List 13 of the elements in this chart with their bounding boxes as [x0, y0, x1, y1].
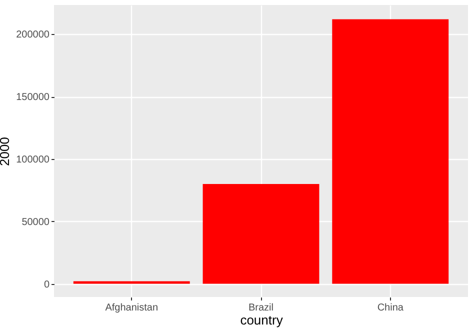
y-tick-label: 150000 [16, 92, 50, 104]
bar [202, 184, 320, 284]
y-tick-label: 50000 [22, 216, 50, 228]
x-tick-label: Afghanistan [105, 302, 158, 314]
y-tick-label: 100000 [16, 154, 50, 166]
y-tick-label: 0 [44, 279, 50, 290]
y-tick-label: 200000 [16, 30, 50, 41]
bar [73, 281, 190, 284]
x-tick-label: Brazil [248, 302, 274, 314]
bar [332, 19, 449, 284]
x-axis-title: country [240, 312, 284, 328]
y-axis-title: 2000 [0, 137, 12, 166]
x-tick-label: China [377, 302, 404, 314]
